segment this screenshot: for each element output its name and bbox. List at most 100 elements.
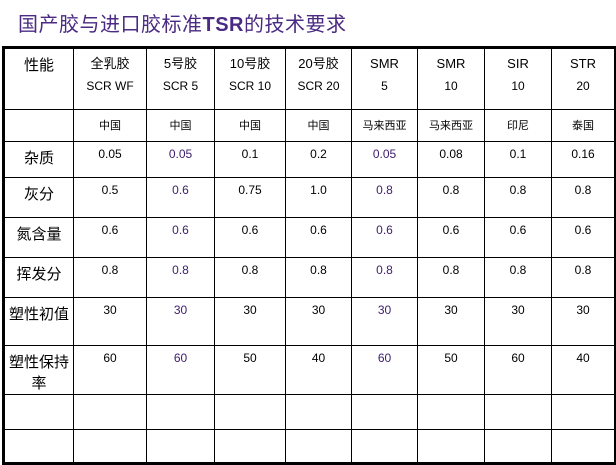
value-cell: 0.2 [285, 141, 352, 178]
value-cell: 30 [146, 297, 215, 346]
header-line-2: 10 [444, 79, 458, 93]
row-label: 杂质 [3, 141, 74, 178]
header-grade: STR 20 [551, 47, 616, 110]
table-row: 灰分 0.5 0.6 0.75 1.0 0.8 0.8 0.8 0.8 [3, 177, 616, 218]
value-cell: 0.05 [73, 141, 147, 178]
header-line-1: STR [570, 56, 596, 71]
row-label: 灰分 [3, 177, 74, 218]
header-line-1: 全乳胶 [90, 56, 130, 71]
value-cell: 0.8 [484, 177, 552, 218]
value-cell: 0.08 [417, 141, 485, 178]
value-cell: 0.75 [214, 177, 286, 218]
value-cell: 0.8 [214, 257, 286, 298]
value-cell: 60 [146, 345, 215, 395]
header-property: 性能 [3, 47, 74, 110]
header-grade: 20号胶 SCR 20 [285, 47, 352, 110]
value-cell: 0.8 [551, 257, 616, 298]
value-cell: 60 [73, 345, 147, 395]
value-cell: 0.8 [484, 257, 552, 298]
empty-cell [146, 394, 215, 430]
header-line-2: 10 [511, 79, 525, 93]
value-cell: 0.6 [551, 217, 616, 258]
header-grade: 5号胶 SCR 5 [146, 47, 215, 110]
value-cell: 60 [484, 345, 552, 395]
value-cell: 50 [214, 345, 286, 395]
value-cell: 0.8 [285, 257, 352, 298]
value-cell: 0.6 [146, 217, 215, 258]
header-line-1: 性能 [23, 56, 54, 74]
table-row: 氮含量 0.6 0.6 0.6 0.6 0.6 0.6 0.6 0.6 [3, 217, 616, 258]
value-cell: 1.0 [285, 177, 352, 218]
value-cell: 0.6 [214, 217, 286, 258]
country-cell [3, 109, 74, 142]
empty-cell [351, 429, 418, 464]
empty-cell [146, 429, 215, 464]
row-label: 挥发分 [3, 257, 74, 298]
header-line-2: SCR 5 [162, 79, 199, 93]
empty-cell [285, 429, 352, 464]
empty-cell [73, 394, 147, 430]
value-cell: 0.6 [146, 177, 215, 218]
header-line-2: 20 [576, 79, 590, 93]
header-grade: 全乳胶 SCR WF [73, 47, 147, 110]
value-cell: 30 [214, 297, 286, 346]
header-line-1: 5号胶 [163, 56, 198, 71]
country-cell: 中国 [73, 109, 147, 142]
country-cell: 泰国 [551, 109, 616, 142]
value-cell: 0.8 [551, 177, 616, 218]
empty-cell [417, 394, 485, 430]
header-line-2: SCR WF [86, 79, 134, 93]
country-cell: 印尼 [484, 109, 552, 142]
country-row: 中国 中国 中国 中国 马来西亚 马来西亚 印尼 泰国 [3, 109, 616, 142]
value-cell: 0.16 [551, 141, 616, 178]
empty-cell [484, 429, 552, 464]
country-cell: 马来西亚 [417, 109, 485, 142]
value-cell: 0.8 [417, 257, 485, 298]
header-line-1: SMR [370, 56, 399, 71]
empty-cell [214, 394, 286, 430]
header-line-1: SIR [507, 56, 529, 71]
row-label: 塑性初值 [3, 297, 74, 346]
empty-cell [484, 394, 552, 430]
value-cell: 0.8 [146, 257, 215, 298]
value-cell: 0.05 [146, 141, 215, 178]
tsr-spec-table: 性能 全乳胶 SCR WF 5号胶 SCR 5 10号胶 SCR 10 20号胶 SCR 20 S… [2, 46, 616, 465]
country-cell: 中国 [146, 109, 215, 142]
value-cell: 30 [351, 297, 418, 346]
value-cell: 30 [417, 297, 485, 346]
empty-cell [417, 429, 485, 464]
empty-cell [214, 429, 286, 464]
empty-cell [351, 394, 418, 430]
empty-cell [285, 394, 352, 430]
empty-cell [551, 429, 616, 464]
table-row: 塑性初值 30 30 30 30 30 30 30 30 [3, 297, 616, 346]
value-cell: 30 [285, 297, 352, 346]
value-cell: 0.8 [351, 177, 418, 218]
value-cell: 50 [417, 345, 485, 395]
value-cell: 30 [484, 297, 552, 346]
header-grade: SMR 10 [417, 47, 485, 110]
table-row: 塑性保持率 60 60 50 40 60 50 60 40 [3, 345, 616, 395]
value-cell: 0.8 [351, 257, 418, 298]
country-cell: 中国 [285, 109, 352, 142]
value-cell: 30 [551, 297, 616, 346]
header-grade: SIR 10 [484, 47, 552, 110]
empty-row [3, 394, 616, 430]
row-label: 塑性保持率 [3, 345, 74, 395]
row-label: 氮含量 [3, 217, 74, 258]
value-cell: 40 [285, 345, 352, 395]
header-line-2: 5 [381, 79, 388, 93]
value-cell: 0.6 [285, 217, 352, 258]
header-row: 性能 全乳胶 SCR WF 5号胶 SCR 5 10号胶 SCR 10 20号胶 SCR 20 S… [3, 47, 616, 110]
value-cell: 0.8 [73, 257, 147, 298]
empty-cell [551, 394, 616, 430]
header-line-1: 20号胶 [298, 56, 339, 71]
value-cell: 0.1 [214, 141, 286, 178]
empty-cell [3, 429, 74, 464]
value-cell: 30 [73, 297, 147, 346]
value-cell: 0.6 [484, 217, 552, 258]
value-cell: 0.6 [351, 217, 418, 258]
country-cell: 马来西亚 [351, 109, 418, 142]
value-cell: 0.6 [417, 217, 485, 258]
value-cell: 0.6 [73, 217, 147, 258]
